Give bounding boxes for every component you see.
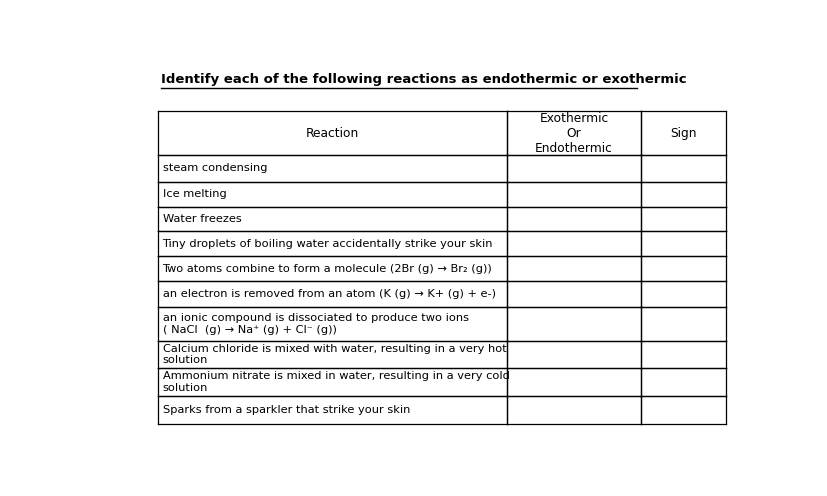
Text: an electron is removed from an atom (K (g) → K+ (g) + e-): an electron is removed from an atom (K (… xyxy=(162,289,495,299)
Text: an ionic compound is dissociated to produce two ions
( NaCl  (g) → Na⁺ (g) + Cl⁻: an ionic compound is dissociated to prod… xyxy=(162,313,468,335)
Text: steam condensing: steam condensing xyxy=(162,163,267,174)
Text: Identify each of the following reactions as endothermic or exothermic: Identify each of the following reactions… xyxy=(161,73,686,86)
Text: Tiny droplets of boiling water accidentally strike your skin: Tiny droplets of boiling water accidenta… xyxy=(162,239,492,249)
Text: Sparks from a sparkler that strike your skin: Sparks from a sparkler that strike your … xyxy=(162,405,409,415)
Text: Reaction: Reaction xyxy=(306,126,359,139)
Text: Ice melting: Ice melting xyxy=(162,189,226,199)
Text: Calcium chloride is mixed with water, resulting in a very hot
solution: Calcium chloride is mixed with water, re… xyxy=(162,344,505,365)
Text: Exothermic
Or
Endothermic: Exothermic Or Endothermic xyxy=(534,112,612,155)
Text: Two atoms combine to form a molecule (2Br (g) → Br₂ (g)): Two atoms combine to form a molecule (2B… xyxy=(162,263,492,274)
Text: Water freezes: Water freezes xyxy=(162,214,241,224)
Text: Sign: Sign xyxy=(669,126,696,139)
Text: Ammonium nitrate is mixed in water, resulting in a very cold
solution: Ammonium nitrate is mixed in water, resu… xyxy=(162,371,509,393)
